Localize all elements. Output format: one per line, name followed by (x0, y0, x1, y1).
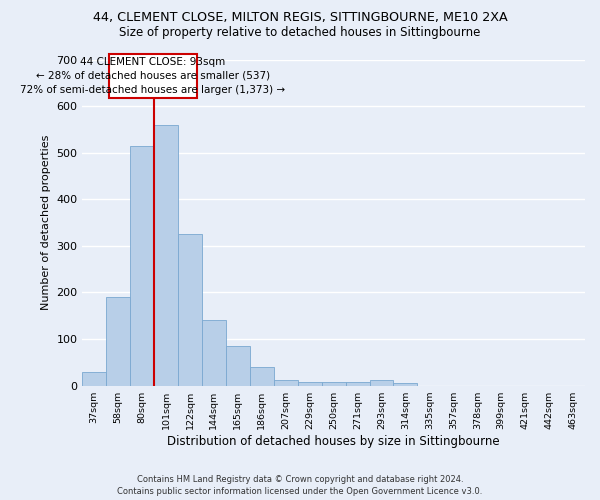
Text: Size of property relative to detached houses in Sittingbourne: Size of property relative to detached ho… (119, 26, 481, 39)
Text: Contains HM Land Registry data © Crown copyright and database right 2024.
Contai: Contains HM Land Registry data © Crown c… (118, 474, 482, 496)
Bar (250, 367, 274, 386)
Text: 44 CLEMENT CLOSE: 93sqm
← 28% of detached houses are smaller (537)
72% of semi-d: 44 CLEMENT CLOSE: 93sqm ← 28% of detache… (20, 56, 286, 94)
Y-axis label: Number of detached properties: Number of detached properties (41, 135, 50, 310)
Bar (226, 346, 250, 386)
Bar (274, 380, 298, 386)
FancyBboxPatch shape (109, 54, 197, 98)
Bar (154, 125, 178, 386)
Bar (82, 372, 106, 386)
Bar (202, 320, 226, 386)
Text: 44, CLEMENT CLOSE, MILTON REGIS, SITTINGBOURNE, ME10 2XA: 44, CLEMENT CLOSE, MILTON REGIS, SITTING… (92, 12, 508, 24)
Bar (370, 380, 394, 386)
Bar (130, 146, 154, 386)
Bar (322, 382, 346, 386)
Bar (178, 234, 202, 386)
Bar (298, 382, 322, 386)
X-axis label: Distribution of detached houses by size in Sittingbourne: Distribution of detached houses by size … (167, 434, 500, 448)
Bar (346, 382, 370, 386)
Bar (106, 297, 130, 386)
Bar (394, 384, 418, 386)
